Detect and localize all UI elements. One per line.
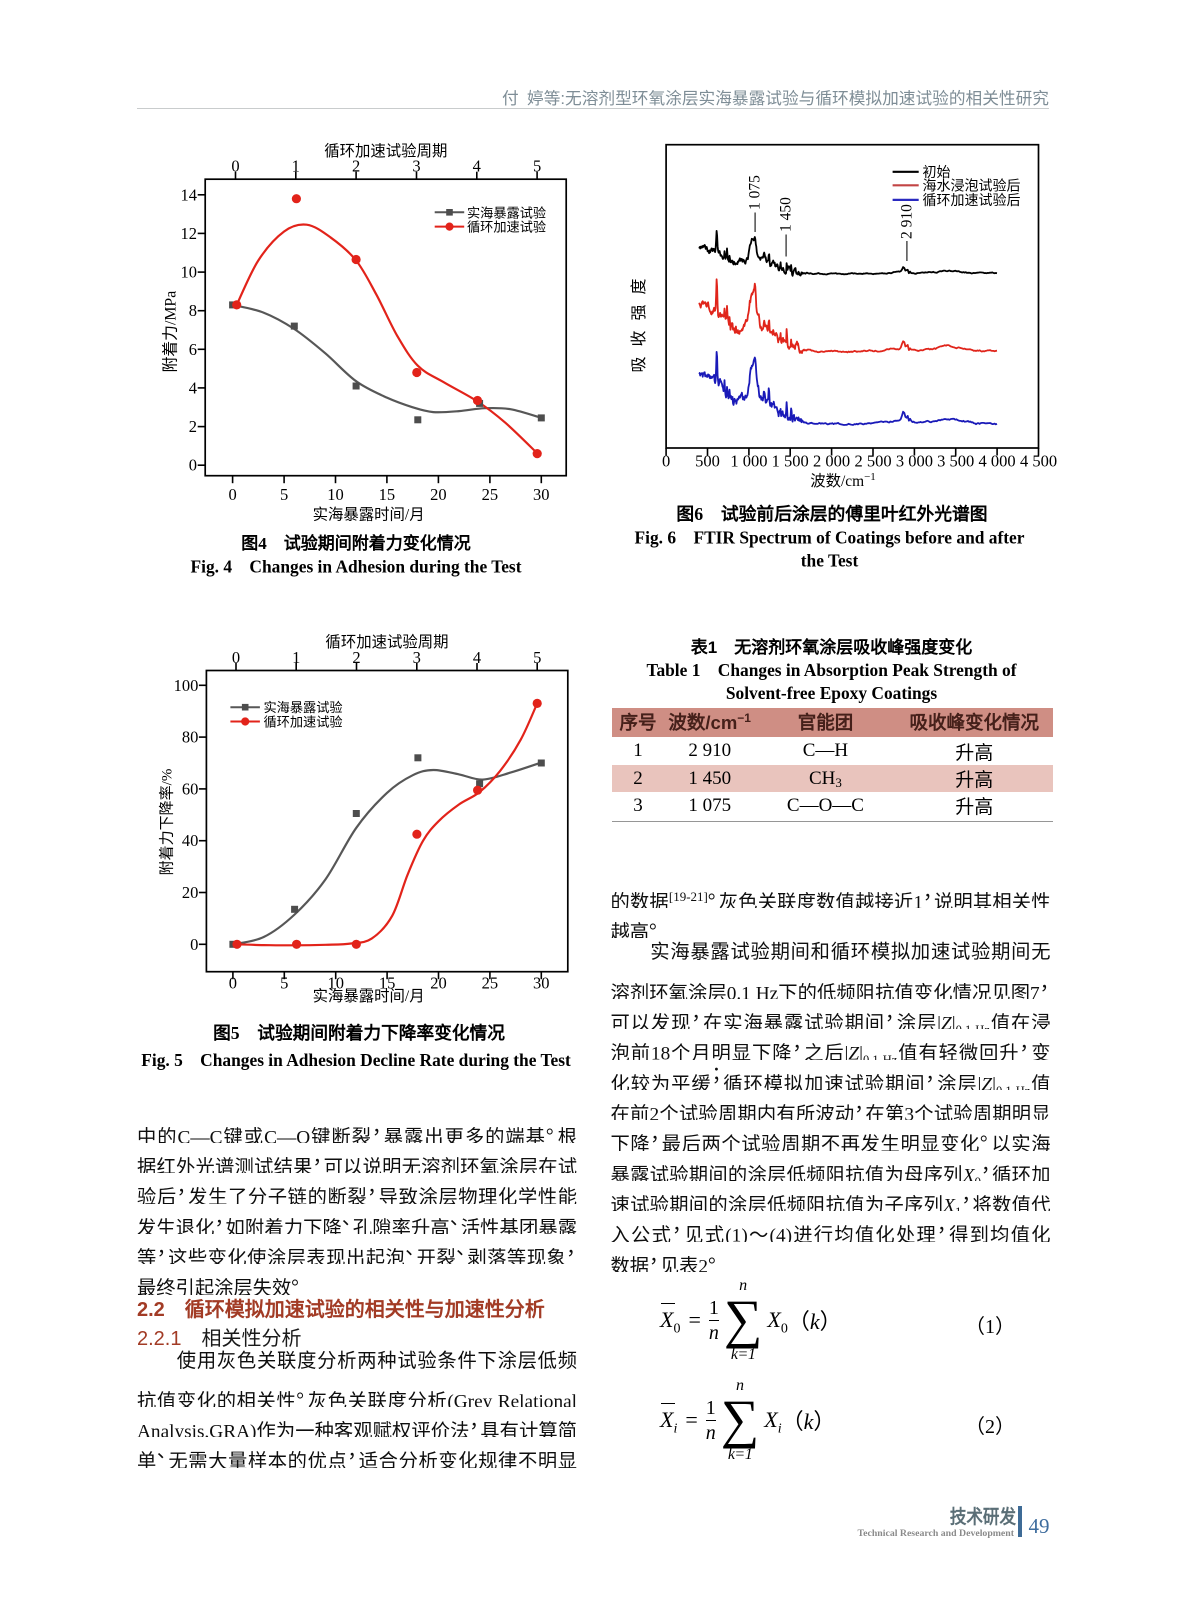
svg-text:0: 0: [231, 157, 239, 176]
svg-text:图5 试验期间附着力下降率变化情况: 图5 试验期间附着力下降率变化情况: [213, 1022, 505, 1043]
svg-text:吸收强度: 吸收强度: [630, 268, 648, 372]
svg-text:2: 2: [352, 157, 360, 176]
svg-text:循环加速试验周期: 循环加速试验周期: [324, 142, 447, 160]
svg-text:4: 4: [189, 378, 197, 397]
svg-text:实海暴露时间/月: 实海暴露时间/月: [313, 506, 425, 524]
svg-text:附着力下降率/%: 附着力下降率/%: [159, 769, 176, 876]
svg-text:实海暴露试验: 实海暴露试验: [264, 700, 343, 715]
svg-text:5: 5: [533, 648, 541, 667]
svg-text:图4 试验期间附着力变化情况: 图4 试验期间附着力变化情况: [241, 533, 471, 553]
svg-text:15: 15: [379, 974, 396, 993]
svg-text:30: 30: [533, 974, 550, 993]
svg-text:12: 12: [181, 224, 198, 243]
svg-text:500: 500: [695, 452, 720, 471]
svg-text:the Test: the Test: [801, 551, 859, 571]
svg-text:0: 0: [189, 456, 197, 475]
svg-text:1: 1: [292, 648, 300, 667]
svg-text:10: 10: [327, 485, 344, 504]
svg-text:0: 0: [662, 452, 670, 471]
svg-text:初始: 初始: [923, 164, 951, 181]
svg-text:2 000: 2 000: [813, 452, 850, 471]
svg-text:20: 20: [430, 974, 447, 993]
svg-text:实海暴露时间/月: 实海暴露时间/月: [313, 987, 425, 1005]
svg-text:波数/cm−1: 波数/cm−1: [810, 471, 876, 490]
svg-text:3: 3: [413, 648, 421, 667]
svg-text:3: 3: [412, 157, 420, 176]
svg-text:4: 4: [473, 648, 481, 667]
svg-text:Fig. 6 FTIR Spectrum of Coatin: Fig. 6 FTIR Spectrum of Coatings before …: [635, 528, 1025, 548]
svg-text:1: 1: [292, 157, 300, 176]
svg-text:15: 15: [379, 485, 396, 504]
svg-text:10: 10: [327, 974, 344, 993]
svg-text:海水浸泡试验后: 海水浸泡试验后: [923, 179, 1021, 195]
svg-text:4: 4: [473, 157, 481, 176]
svg-text:2: 2: [189, 417, 197, 436]
svg-text:25: 25: [482, 974, 499, 993]
svg-text:Fig. 5 Changes in Adhesion Dec: Fig. 5 Changes in Adhesion Decline Rate …: [141, 1050, 571, 1070]
svg-text:循环加速试验后: 循环加速试验后: [923, 193, 1021, 209]
svg-text:8: 8: [189, 301, 197, 320]
svg-text:0: 0: [190, 935, 198, 954]
svg-text:4 500: 4 500: [1020, 452, 1057, 471]
svg-text:循环加速试验: 循环加速试验: [467, 220, 546, 235]
svg-text:1 000: 1 000: [730, 452, 767, 471]
svg-text:实海暴露试验: 实海暴露试验: [467, 205, 546, 220]
svg-text:Fig. 4 Changes in Adhesion dur: Fig. 4 Changes in Adhesion during the Te…: [191, 557, 522, 577]
svg-text:80: 80: [182, 728, 199, 747]
svg-text:图6 试验前后涂层的傅里叶红外光谱图: 图6 试验前后涂层的傅里叶红外光谱图: [676, 503, 987, 524]
svg-text:4 000: 4 000: [979, 452, 1016, 471]
svg-text:5: 5: [533, 157, 541, 176]
svg-text:5: 5: [280, 974, 288, 993]
svg-text:2 910: 2 910: [899, 204, 916, 239]
svg-text:25: 25: [482, 485, 499, 504]
svg-text:3 500: 3 500: [937, 452, 974, 471]
svg-text:0: 0: [229, 974, 237, 993]
svg-text:6: 6: [189, 340, 197, 359]
svg-text:2: 2: [352, 648, 360, 667]
svg-text:循环加速试验: 循环加速试验: [264, 715, 343, 730]
svg-text:20: 20: [182, 883, 199, 902]
svg-text:0: 0: [232, 648, 240, 667]
svg-text:1 450: 1 450: [778, 197, 795, 232]
svg-text:10: 10: [181, 263, 198, 282]
svg-text:20: 20: [430, 485, 447, 504]
svg-text:30: 30: [533, 485, 550, 504]
svg-text:0: 0: [228, 485, 236, 504]
svg-text:1 075: 1 075: [747, 175, 764, 210]
svg-text:60: 60: [182, 779, 199, 798]
svg-text:1 500: 1 500: [772, 452, 809, 471]
svg-text:5: 5: [280, 485, 288, 504]
svg-text:3 000: 3 000: [896, 452, 933, 471]
svg-text:14: 14: [181, 185, 198, 204]
svg-text:2 500: 2 500: [854, 452, 891, 471]
svg-text:40: 40: [182, 831, 199, 850]
svg-text:循环加速试验周期: 循环加速试验周期: [325, 633, 448, 651]
svg-text:100: 100: [174, 676, 199, 695]
svg-text:附着力/MPa: 附着力/MPa: [162, 291, 180, 373]
